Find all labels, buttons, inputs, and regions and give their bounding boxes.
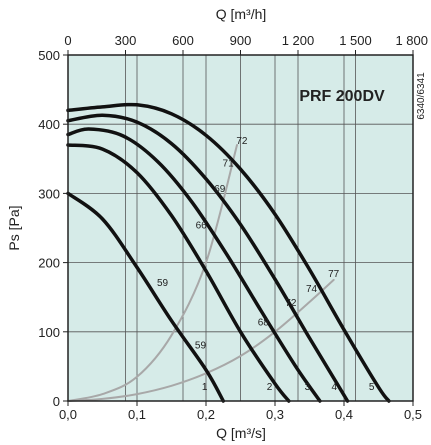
x2-tick-label: 600 xyxy=(172,33,194,48)
x2-tick-label: 1 800 xyxy=(395,33,428,48)
y-tick-label: 400 xyxy=(38,117,60,132)
x2-tick-label: 1 500 xyxy=(339,33,372,48)
curve-label: 77 xyxy=(328,269,340,280)
top-axis-title: Q [m³/h] xyxy=(216,6,267,22)
curve-label: 68 xyxy=(258,317,270,328)
curve-label: 1 xyxy=(202,382,208,393)
y-tick-label: 200 xyxy=(38,256,60,271)
y-tick-label: 0 xyxy=(53,394,60,409)
x2-tick-label: 900 xyxy=(230,33,252,48)
curve-label: 71 xyxy=(223,158,235,169)
curve-label: 72 xyxy=(236,136,248,147)
x2-tick-label: 0 xyxy=(64,33,71,48)
y-tick-label: 500 xyxy=(38,48,60,63)
x-tick-label: 0,1 xyxy=(128,407,146,422)
chart-title: PRF 200DV xyxy=(299,88,385,105)
curve-label: 72 xyxy=(285,298,297,309)
x-tick-label: 0,0 xyxy=(59,407,77,422)
top-axis-ticks: 0 300 600 900 1 200 1 500 1 800 xyxy=(64,33,428,55)
curve-label: 5 xyxy=(369,382,375,393)
system-curve-line xyxy=(67,144,238,402)
fan-curve-line xyxy=(66,102,391,403)
curve-label: 74 xyxy=(306,284,318,295)
curve-label: 69 xyxy=(214,184,226,195)
y-tick-label: 300 xyxy=(38,186,60,201)
curve-label: 59 xyxy=(195,340,207,351)
x-tick-label: 0,3 xyxy=(266,407,284,422)
y-axis-title: Ps [Pa] xyxy=(6,205,22,250)
fan-curve-line xyxy=(66,143,291,403)
system-curve-line xyxy=(67,278,335,402)
fan-curve-line xyxy=(66,191,226,403)
fan-curves xyxy=(66,102,391,403)
x-tick-label: 0,4 xyxy=(335,407,353,422)
fan-curve-line xyxy=(66,113,350,403)
x2-tick-label: 1 200 xyxy=(282,33,315,48)
curve-label: 4 xyxy=(332,382,338,393)
curve-label: 59 xyxy=(157,278,169,289)
y-axis-ticks: 0 100 200 300 400 500 xyxy=(38,48,68,409)
x2-tick-label: 300 xyxy=(115,33,137,48)
fan-curve-line xyxy=(66,127,322,403)
curve-label: 2 xyxy=(267,382,273,393)
y-tick-label: 100 xyxy=(38,325,60,340)
x-tick-label: 0,5 xyxy=(404,407,422,422)
x-axis-ticks: 0,0 0,1 0,2 0,3 0,4 0,5 xyxy=(59,401,422,422)
curve-label: 66 xyxy=(196,221,208,232)
side-code: 6340/6341 xyxy=(416,72,427,120)
x-axis-title: Q [m³/s] xyxy=(216,425,266,441)
x-tick-label: 0,2 xyxy=(197,407,215,422)
system-curves xyxy=(67,144,335,402)
curve-label: 3 xyxy=(305,382,311,393)
